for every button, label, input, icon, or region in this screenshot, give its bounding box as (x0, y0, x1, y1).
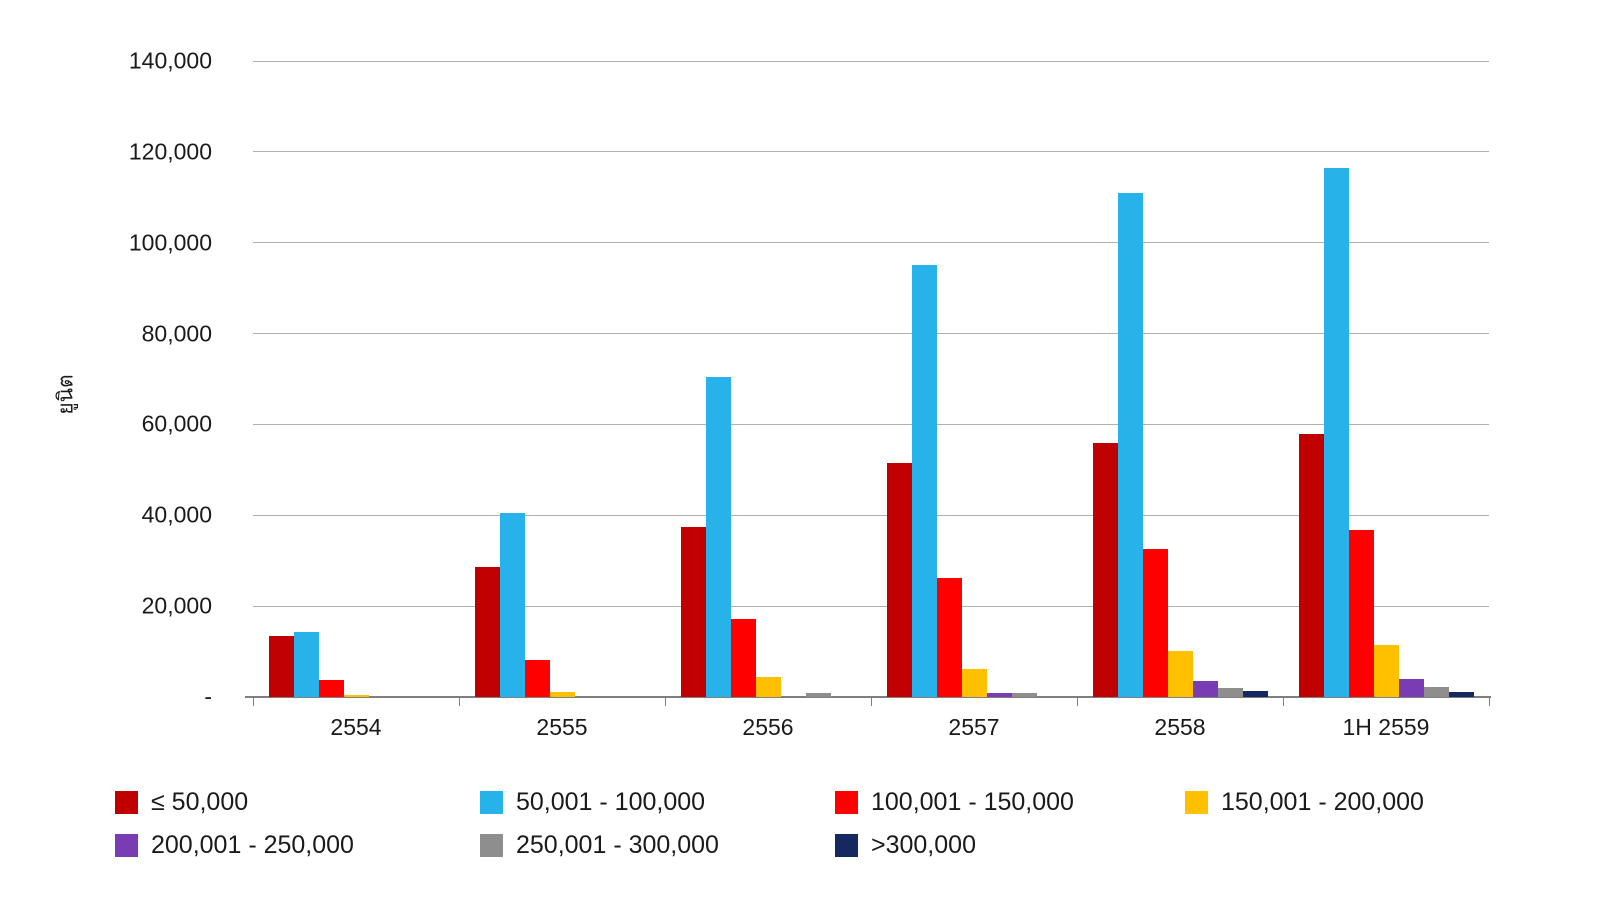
legend-label-6: 250,001 - 300,000 (516, 831, 719, 859)
bar-series4-1H2559 (1373, 644, 1399, 697)
gridline-100000 (253, 242, 1489, 244)
bar-series4-2554 (343, 695, 369, 697)
legend-item-4: 150,001 - 200,000 (1185, 788, 1424, 817)
bar-series2-2557 (911, 265, 937, 697)
x-axis-category-label: 2558 (1154, 714, 1206, 740)
x-axis-tick (871, 697, 872, 706)
bar-series2-2556 (705, 376, 731, 697)
legend-label-3: 100,001 - 150,000 (871, 788, 1074, 816)
legend-item-7: >300,000 (835, 831, 976, 860)
y-axis-tick-label: 80,000 (141, 320, 212, 347)
bar-series4-2558 (1167, 651, 1193, 697)
bar-series6-1H2559 (1423, 687, 1449, 697)
x-axis-tick (1077, 697, 1078, 706)
bar-series2-2558 (1117, 192, 1143, 697)
y-axis-title: ยูนิต (54, 374, 78, 415)
gridline-40000 (253, 514, 1489, 516)
y-axis-tick-label: 60,000 (141, 410, 212, 437)
bar-series1-2556 (680, 526, 706, 697)
legend-item-1: ≤ 50,000 (115, 788, 248, 817)
legend-label-7: >300,000 (871, 831, 976, 859)
legend-swatch-2 (480, 791, 503, 814)
legend-swatch-4 (1185, 791, 1208, 814)
bar-series3-2556 (730, 618, 756, 697)
x-axis-tick (253, 697, 254, 706)
gridline-140000 (253, 60, 1489, 62)
gridline-60000 (253, 423, 1489, 425)
y-axis-tick-label: 120,000 (128, 138, 212, 165)
legend-swatch-1 (115, 791, 138, 814)
gridline-20000 (253, 605, 1489, 607)
legend-item-2: 50,001 - 100,000 (480, 788, 705, 817)
x-axis-tick (665, 697, 666, 706)
bar-series6-2558 (1217, 687, 1243, 697)
bar-series2-2554 (293, 632, 319, 697)
gridline-80000 (253, 333, 1489, 335)
legend-label-5: 200,001 - 250,000 (151, 831, 354, 859)
legend-item-3: 100,001 - 150,000 (835, 788, 1074, 817)
x-axis-category-label: 2557 (948, 714, 1000, 740)
bar-series4-2555 (549, 692, 575, 697)
bar-series3-1H2559 (1348, 530, 1374, 697)
gridline-120000 (253, 151, 1489, 153)
legend-item-6: 250,001 - 300,000 (480, 831, 719, 860)
bar-series1-2554 (268, 635, 294, 697)
bar-series1-2555 (474, 567, 500, 697)
x-axis-category-label: 2554 (330, 714, 382, 740)
y-axis-tick-label: 20,000 (141, 592, 212, 619)
x-axis-category-label: 1H 2559 (1342, 714, 1430, 740)
bar-series2-1H2559 (1323, 167, 1349, 697)
legend-swatch-5 (115, 834, 138, 857)
x-axis-tick (1283, 697, 1284, 706)
y-axis-tick-label: 40,000 (141, 501, 212, 528)
bar-series5-2557 (986, 692, 1012, 697)
legend-label-4: 150,001 - 200,000 (1221, 788, 1424, 816)
legend-swatch-7 (835, 834, 858, 857)
bar-series3-2558 (1142, 549, 1168, 697)
legend-swatch-3 (835, 791, 858, 814)
bar-series2-2555 (499, 513, 525, 697)
x-axis-category-label: 2556 (742, 714, 794, 740)
x-axis-category-label: 2555 (536, 714, 588, 740)
legend-swatch-6 (480, 834, 503, 857)
bar-series6-2556 (805, 692, 831, 697)
x-axis-tick (459, 697, 460, 706)
y-axis-tick-label: - (204, 683, 212, 710)
legend-label-2: 50,001 - 100,000 (516, 788, 706, 816)
bar-series6-2557 (1011, 693, 1037, 697)
x-axis-line (245, 696, 1491, 698)
legend-item-5: 200,001 - 250,000 (115, 831, 354, 860)
bar-series3-2555 (524, 659, 550, 697)
bar-series7-1H2559 (1448, 691, 1474, 697)
y-axis-tick-label: 140,000 (128, 47, 212, 74)
bar-series1-2558 (1092, 442, 1118, 697)
bar-series5-2558 (1192, 681, 1218, 697)
x-axis-tick (1489, 697, 1490, 706)
bar-series5-1H2559 (1398, 679, 1424, 697)
bar-series1-2557 (886, 463, 912, 697)
bar-series7-2558 (1242, 691, 1268, 697)
bar-series4-2556 (755, 677, 781, 697)
bar-series1-1H2559 (1298, 433, 1324, 697)
y-axis-tick-label: 100,000 (128, 229, 212, 256)
legend-label-1: ≤ 50,000 (151, 788, 249, 816)
bar-series3-2554 (318, 680, 344, 697)
bar-series4-2557 (961, 668, 987, 697)
bar-series3-2557 (936, 577, 962, 697)
